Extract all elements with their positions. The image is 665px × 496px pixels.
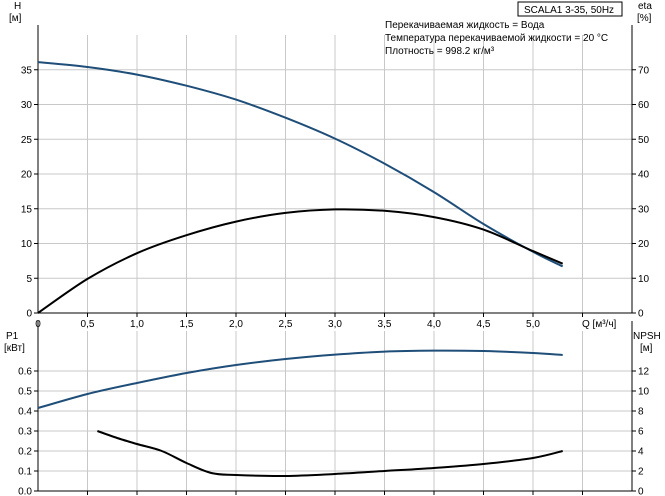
top-left-axis-unit: [м]	[9, 13, 22, 24]
right-tick-label: 50	[638, 135, 650, 146]
bottom-grid	[38, 331, 632, 491]
left-tick-label: 0	[26, 309, 32, 320]
right-tick-label: 10	[638, 387, 650, 398]
left-tick-label: 0.2	[18, 447, 32, 458]
x-tick-label: 2,0	[229, 319, 243, 330]
x-tick-label: 0,5	[81, 319, 95, 330]
top-series-line-1	[37, 61, 564, 268]
x-tick-label: 4,5	[477, 319, 491, 330]
left-tick-label: 35	[21, 65, 33, 76]
x-tick-label: 3,5	[378, 319, 392, 330]
right-tick-label: 12	[638, 367, 650, 378]
top-series-line-2	[37, 208, 564, 314]
right-tick-label: 20	[638, 239, 650, 250]
x-tick-label: 2,5	[279, 319, 293, 330]
x-tick-label: 1,5	[180, 319, 194, 330]
bottom-series-line-2	[97, 430, 563, 478]
info-liquid: Перекачиваемая жидкость = Вода	[385, 20, 545, 31]
right-tick-label: 4	[638, 447, 644, 458]
top-left-axis-label: H	[14, 1, 21, 12]
left-tick-label: 0.5	[18, 387, 32, 398]
left-tick-label: 0.1	[18, 467, 32, 478]
title-box-text: SCALA1 3-35, 50Hz	[524, 5, 614, 16]
axes	[34, 25, 636, 495]
right-tick-label: 40	[638, 170, 650, 181]
x-axis-label: Q [м³/ч]	[582, 319, 617, 330]
bottom-right-axis-unit: [м]	[640, 343, 653, 354]
right-tick-label: 60	[638, 100, 650, 111]
left-tick-label: 15	[21, 204, 33, 215]
right-tick-label: 2	[638, 467, 644, 478]
right-tick-label: 10	[638, 274, 650, 285]
top-right-axis-unit: [%]	[637, 13, 652, 24]
x-tick-label: 3,0	[328, 319, 342, 330]
series-lines	[37, 61, 564, 478]
left-tick-label: 30	[21, 100, 33, 111]
info-density: Плотность = 998.2 кг/м³	[385, 46, 495, 57]
x-tick-label: 1,0	[130, 319, 144, 330]
left-tick-label: 0.4	[18, 407, 32, 418]
bottom-left-axis-unit: [кВт]	[4, 343, 25, 354]
left-tick-label: 0.0	[18, 487, 32, 496]
left-tick-label: 0.3	[18, 427, 32, 438]
left-tick-label: 10	[21, 239, 33, 250]
tick-labels: 051015202530350102030405060700.00.10.20.…	[18, 65, 649, 496]
right-tick-label: 0	[638, 309, 644, 320]
left-tick-label: 0.6	[18, 367, 32, 378]
right-tick-label: 6	[638, 427, 644, 438]
bottom-series-line-1	[37, 349, 563, 409]
bottom-left-axis-label: P1	[6, 331, 19, 342]
bottom-right-axis-label: NPSH	[633, 331, 661, 342]
title-box	[517, 1, 623, 17]
right-tick-label: 30	[638, 204, 650, 215]
left-tick-label: 5	[26, 274, 32, 285]
left-tick-label: 20	[21, 170, 33, 181]
info-temperature: Температура перекачиваемой жидкости = 20…	[385, 33, 608, 44]
top-right-axis-label: eta	[638, 1, 652, 12]
top-grid	[38, 35, 632, 313]
right-tick-label: 0	[638, 487, 644, 496]
left-tick-label: 25	[21, 135, 33, 146]
x-tick-label: 5,0	[526, 319, 540, 330]
x-tick-label: 4,0	[427, 319, 441, 330]
right-tick-label: 70	[638, 65, 650, 76]
right-tick-label: 8	[638, 407, 644, 418]
x-tick-label: 0	[35, 319, 41, 330]
